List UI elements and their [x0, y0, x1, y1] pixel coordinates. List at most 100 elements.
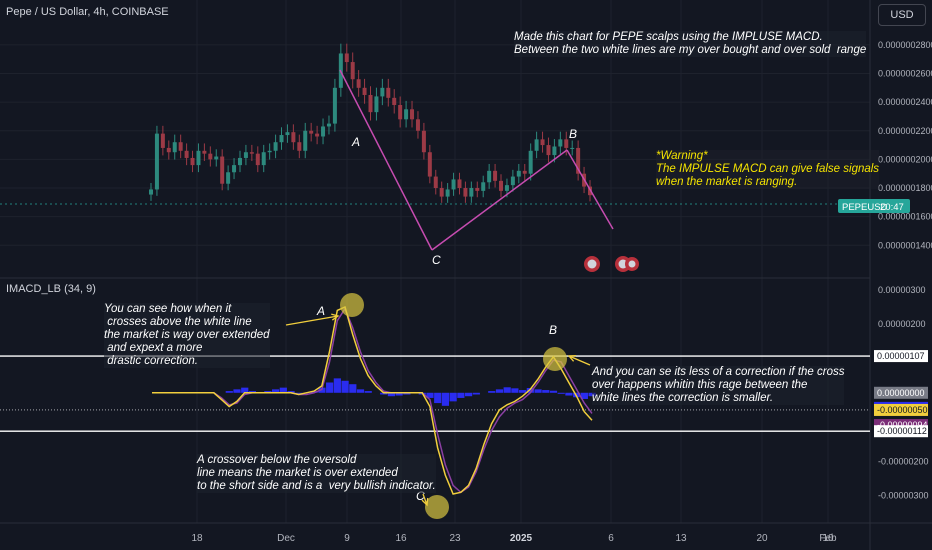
- candle-body: [558, 139, 563, 147]
- indicator-title[interactable]: IMACD_LB (34, 9): [6, 283, 96, 295]
- candle-body: [576, 147, 581, 174]
- candle-body: [267, 150, 272, 153]
- histogram-bar: [472, 392, 480, 395]
- trendline: [339, 69, 433, 251]
- price-badge-countdown: 20:47: [880, 202, 904, 213]
- candle-body: [374, 96, 379, 113]
- price-axis-tick: 0.0000002400: [878, 97, 932, 107]
- price-badge-bg: [838, 199, 910, 213]
- histogram-bar: [549, 390, 558, 393]
- arrow-line: [568, 355, 591, 366]
- histogram-bar: [241, 387, 249, 393]
- highlight-circle: [543, 347, 567, 371]
- histogram-bar: [464, 392, 473, 397]
- candle-body: [184, 150, 189, 158]
- highlight-circle: [425, 495, 449, 519]
- candle-body: [356, 79, 361, 88]
- note-less-correction: And you can se its less of a correction …: [592, 366, 845, 405]
- candle-body: [303, 130, 308, 151]
- highlight-circles: [340, 293, 567, 519]
- price-label-c: C: [432, 253, 441, 267]
- symbol-title[interactable]: Pepe / US Dollar, 4h, COINBASE: [6, 6, 169, 18]
- histogram-bar: [318, 387, 326, 393]
- histogram-bar: [426, 392, 434, 398]
- candle-body: [398, 104, 403, 120]
- candle-body: [202, 150, 207, 154]
- candle-body: [243, 152, 248, 158]
- event-markers[interactable]: [584, 256, 639, 272]
- candle-body: [487, 170, 492, 183]
- indicator-value-box: [874, 425, 928, 438]
- macd-line: [152, 307, 593, 494]
- arrows: [285, 313, 591, 507]
- candle-body: [261, 152, 266, 166]
- histogram-bar: [287, 391, 295, 393]
- time-axis-tick: 2025: [510, 533, 533, 544]
- indicator-axis: 0.00000300 0.00000200 0.00000000 -0.0000020…: [874, 285, 929, 501]
- price-axis-tick: 0.0000001800: [878, 183, 932, 193]
- candle-body: [481, 182, 486, 191]
- candle-body: [297, 142, 302, 151]
- event-flag-icon-inner: [587, 259, 597, 269]
- indicator-axis-tick: -0.00000300: [878, 491, 929, 501]
- time-axis-tick: 23: [449, 533, 461, 544]
- arrow-line: [422, 493, 428, 506]
- ind-label-c: C: [416, 489, 425, 503]
- candle-body: [220, 156, 225, 184]
- histogram-bar: [225, 391, 233, 393]
- candle-body: [249, 152, 254, 154]
- histogram-bar: [488, 391, 496, 393]
- price-axis-tick: 0.0000002800: [878, 40, 932, 50]
- arrow-line: [285, 315, 339, 326]
- candle-body: [415, 119, 420, 131]
- candle-body: [154, 133, 159, 190]
- candle-body: [493, 170, 498, 181]
- candle-body: [326, 123, 331, 127]
- note-intro: Made this chart for PEPE scalps using th…: [514, 31, 867, 57]
- time-axis-tick: 6: [608, 533, 614, 544]
- arrow-head: [331, 313, 340, 321]
- candle-body: [196, 150, 201, 166]
- candle-body: [427, 152, 432, 177]
- price-label-b: B: [569, 127, 577, 141]
- time-axis-tick: 13: [675, 533, 687, 544]
- price-axis-tick: 0.0000002600: [878, 69, 932, 79]
- histogram-bar: [264, 391, 272, 393]
- candle-body: [534, 139, 539, 151]
- candle-body: [510, 176, 515, 186]
- candle-body: [522, 170, 527, 174]
- price-badge[interactable]: PEPEUSD 20:47: [838, 199, 910, 213]
- histogram-bar: [434, 392, 442, 404]
- event-flag-icon-inner: [628, 260, 636, 268]
- currency-button[interactable]: USD: [878, 4, 926, 26]
- ind-label-a: A: [316, 304, 325, 318]
- histogram-bar: [519, 390, 527, 393]
- indicator-value-label: 0.00000107: [877, 351, 925, 361]
- candle-body: [564, 139, 569, 148]
- price-label-a: A: [351, 135, 360, 149]
- histogram-bar: [295, 392, 303, 395]
- candle-body: [516, 170, 521, 177]
- candle-body: [344, 53, 349, 63]
- price-axis-tick: 0.0000001400: [878, 240, 932, 250]
- candle-body: [291, 132, 296, 143]
- time-axis-tick: 9: [344, 533, 350, 544]
- candle-body: [463, 188, 468, 197]
- candle-body: [546, 145, 551, 156]
- candle-body: [208, 153, 213, 160]
- candle-body: [504, 185, 509, 191]
- histogram-bar: [341, 380, 349, 393]
- candle-body: [273, 142, 278, 151]
- candle-body: [404, 109, 409, 120]
- candle-body: [362, 87, 367, 95]
- indicator-value-label: 0.00000000: [877, 388, 925, 398]
- candle-body: [445, 189, 450, 197]
- histogram-bar: [349, 384, 357, 393]
- histogram-bar: [387, 392, 395, 397]
- candle-body: [321, 126, 326, 137]
- candle-body: [475, 188, 480, 191]
- histogram-bar: [534, 389, 542, 393]
- price-axis-tick: 0.0000002200: [878, 126, 932, 136]
